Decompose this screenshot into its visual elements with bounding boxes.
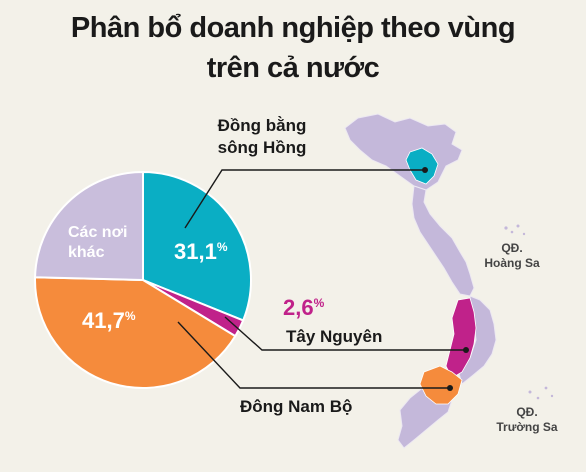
leader-line-dong-nam-bo bbox=[177, 321, 450, 389]
label-tay-nguyen: Tây Nguyên bbox=[286, 327, 382, 346]
chart-title: Phân bổ doanh nghiệp theo vùng trên cả n… bbox=[0, 8, 586, 88]
label-dong-bang-2: sông Hồng bbox=[218, 138, 307, 157]
value-dong-nam-bo-number: 41,7 bbox=[82, 308, 125, 333]
truong-sa-label-1: QĐ. bbox=[516, 405, 537, 419]
tay-nguyen-percent: % bbox=[314, 296, 325, 310]
leader-lines bbox=[177, 169, 466, 389]
value-dong-bang-number: 31,1 bbox=[174, 239, 217, 264]
label-dong-bang-1: Đồng bằng bbox=[218, 116, 307, 135]
leader-dots bbox=[422, 167, 469, 391]
leader-line-tay-nguyen bbox=[224, 316, 466, 351]
value-dong-nam-bo-percent: % bbox=[125, 309, 136, 323]
pie-slice-2 bbox=[34, 276, 237, 389]
map-tay-nguyen bbox=[445, 297, 477, 379]
hoang-sa-label-2: Hoàng Sa bbox=[484, 256, 540, 270]
chart-title-line-2: trên cả nước bbox=[206, 52, 380, 84]
value-dong-nam-bo: 41,7% bbox=[82, 308, 136, 333]
hoang-sa-label-1: QĐ. bbox=[501, 241, 522, 255]
tay-nguyen-value-number: 2,6 bbox=[283, 295, 314, 320]
pie-slice-3 bbox=[34, 170, 144, 282]
label-cac-noi-khac-1: Các nơi bbox=[68, 224, 127, 241]
chart-title-line-1: Phân bổ doanh nghiệp theo vùng bbox=[70, 12, 516, 44]
leader-line-dong-bang bbox=[184, 169, 425, 229]
map-central-north-region bbox=[411, 185, 475, 297]
map-dong-bang-song-hong bbox=[405, 147, 439, 185]
dot-tay-nguyen bbox=[463, 347, 469, 353]
map-north-region bbox=[344, 113, 463, 191]
value-dong-bang-percent: % bbox=[217, 240, 228, 254]
dot-dong-bang bbox=[422, 167, 428, 173]
vietnam-map: QĐ. Hoàng Sa QĐ. Trường Sa bbox=[344, 113, 558, 449]
map-islands bbox=[504, 224, 554, 400]
dot-dong-nam-bo bbox=[447, 385, 453, 391]
map-dong-nam-bo bbox=[419, 365, 463, 405]
pie-chart bbox=[34, 170, 252, 389]
truong-sa-label-2: Trường Sa bbox=[496, 420, 558, 434]
label-cac-noi-khac-2: khác bbox=[68, 244, 105, 261]
tay-nguyen-value: 2,6% bbox=[283, 295, 325, 320]
pie-slice-0 bbox=[142, 170, 252, 322]
value-dong-bang: 31,1% bbox=[174, 239, 228, 264]
label-dong-nam-bo: Đông Nam Bộ bbox=[240, 397, 352, 416]
